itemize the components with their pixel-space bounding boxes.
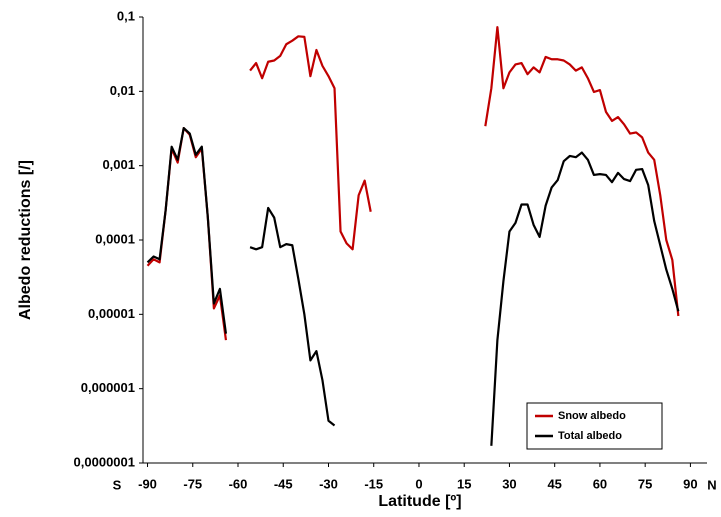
x-tick-label: 45: [547, 476, 561, 491]
x-tick-label: -15: [364, 476, 383, 491]
x-tick-label: -75: [183, 476, 202, 491]
x-tick-label: -90: [138, 476, 157, 491]
series-line: [146, 26, 680, 341]
legend-label: Total albedo: [558, 430, 622, 442]
y-tick-label: 0,00001: [88, 306, 135, 321]
x-tick-label: -30: [319, 476, 338, 491]
x-tick-label: 0: [415, 476, 422, 491]
x-tick-label: 60: [593, 476, 607, 491]
x-tick-label: 75: [638, 476, 652, 491]
x-tick-label: 15: [457, 476, 471, 491]
legend-label: Snow albedo: [558, 410, 626, 422]
y-tick-label: 0,000001: [81, 380, 135, 395]
x-tick-label: 30: [502, 476, 516, 491]
legend-box: [526, 402, 663, 450]
y-tick-label: 0,1: [117, 8, 135, 23]
south-label: S: [113, 477, 122, 492]
series-line: [146, 127, 680, 446]
x-tick-label: -60: [229, 476, 248, 491]
x-tick-label: 90: [683, 476, 697, 491]
y-tick-label: 0,0000001: [74, 454, 135, 469]
y-axis-title: Albedo reductions [/]: [17, 160, 34, 320]
x-tick-label: -45: [274, 476, 293, 491]
y-tick-label: 0,01: [110, 83, 135, 98]
north-label: N: [707, 477, 716, 492]
y-tick-label: 0,001: [102, 157, 135, 172]
x-axis-title: Latitude [º]: [378, 493, 461, 510]
y-tick-label: 0,0001: [95, 231, 135, 246]
